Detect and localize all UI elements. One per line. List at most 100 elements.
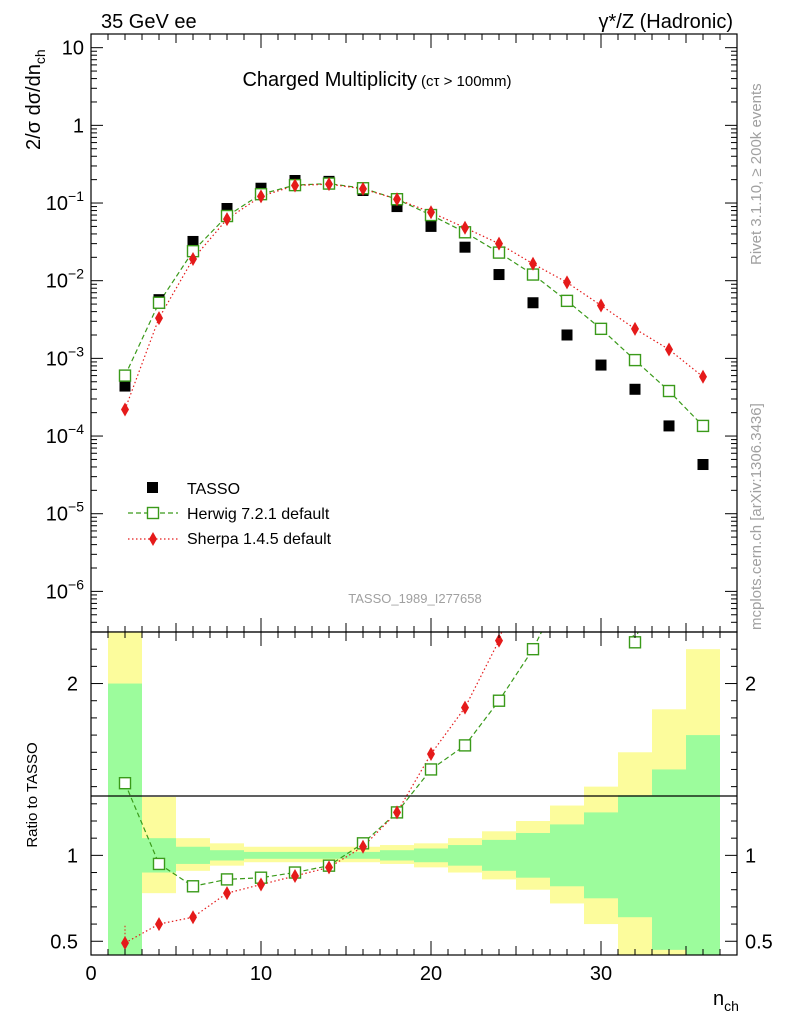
side-label-mcplots: mcplots.cern.ch [arXiv:1306.3436] [748,403,765,630]
header-final-state: γ*/Z (Hadronic) [599,11,733,33]
herwig-point [696,419,710,433]
ratio-band-inner [346,851,380,859]
x-ticks: 0 10 20 30 [85,34,721,985]
ratio-band-inner [652,769,686,950]
ratio-y-tick-label-left: 0.5 [50,931,78,953]
legend-label-herwig: Herwig 7.2.1 default [187,506,330,523]
tasso-point [561,329,573,341]
ratio-y-axis-label: Ratio to TASSO [24,742,41,847]
main-series [124,182,704,427]
sherpa-point [461,220,469,235]
sherpa-point [325,177,333,192]
sherpa-point [291,178,299,193]
sherpa-point [427,205,435,220]
tasso-point [425,220,437,232]
main-y-tick-label: 10−3 [46,343,84,370]
ratio-band-inner [380,850,414,861]
herwig-point [560,294,574,308]
legend: TASSO Herwig 7.2.1 default Sherpa 1.4.5 … [128,481,332,548]
herwig-ratio-line [124,632,639,887]
tasso-point [391,201,403,213]
main-y-tick-label: 10−4 [46,421,84,448]
herwig-ratio-point [628,636,642,649]
ratio-band-inner [108,683,142,955]
plot-title: Charged Multiplicity [242,69,417,91]
ratio-band-inner [278,851,312,859]
sherpa-point [155,311,163,326]
legend-label-tasso: TASSO [187,481,240,498]
plot-title-suffix: (cτ > 100mm) [421,73,512,90]
tasso-point [697,459,709,471]
tasso-point [187,235,199,247]
analysis-tag: TASSO_1989_I277658 [348,591,481,606]
ratio-band-inner [414,848,448,863]
main-y-tick-label: 10−2 [46,266,84,293]
herwig-ratio-point [664,523,675,534]
herwig-point [662,384,676,398]
sherpa-ratio-point [393,805,401,820]
legend-label-sherpa: Sherpa 1.4.5 default [187,531,332,548]
herwig-ratio-point [596,506,607,517]
tasso-point [119,380,131,392]
sherpa-point [631,321,639,336]
herwig-point [152,296,166,309]
tasso-point [663,420,675,432]
herwig-ratio-point [458,739,472,752]
ratio-series [124,632,639,944]
tasso-point [629,383,641,395]
sherpa-ratio-point [597,161,605,175]
herwig-ratio-point [220,873,234,886]
sherpa-ratio-point [529,522,537,536]
sherpa-ratio-point [631,0,639,3]
herwig-ratio-point [186,880,200,893]
legend-marker-herwig [146,506,160,520]
main-y-axis-label: 2/σ dσ/dnch [23,49,48,150]
ratio-band-inner [550,824,584,887]
sherpa-ratio-point [359,839,367,854]
main-y-ticks: 10−6 10−5 10−4 10−3 10−2 10−1 1 10 [46,38,737,633]
ratio-band-inner [244,851,278,859]
sherpa-point [359,181,367,196]
ratio-y-tick-label-right: 0.5 [745,931,773,953]
ratio-band-inner [618,795,652,918]
main-y-tick-label: 10−6 [46,576,84,603]
ratio-y-ticks: 0.5 0.5 1 1 2 2 [50,648,773,953]
sherpa-point [563,275,571,290]
sherpa-point [189,252,197,267]
sherpa-ratio-point [291,868,299,883]
sherpa-ratio-point [495,633,503,648]
sherpa-point [257,189,265,204]
ratio-uncertainty-bands [108,632,720,955]
tasso-point [595,359,607,371]
sherpa-ratio-point [223,886,231,901]
sherpa-point [597,298,605,313]
herwig-ratio-point [492,694,506,707]
ratio-frame [90,631,738,956]
sherpa-point [393,192,401,207]
herwig-ratio-point [424,763,438,776]
herwig-point [594,322,608,336]
main-panel: Charged Multiplicity (cτ > 100mm) TASSO_… [23,33,738,633]
ratio-band-inner [482,839,516,871]
x-tick-label: 20 [420,963,442,985]
main-y-tick-label: 1 [73,115,84,137]
sherpa-point [223,212,231,227]
ratio-band-inner [584,812,618,899]
ratio-panel: 0.5 0.5 1 1 2 2 0 10 20 30 Ratio to TASSO nch [24,0,773,1014]
sherpa-point [495,236,503,251]
header-process: 35 GeV ee [101,11,197,33]
main-y-tick-label: 10−5 [46,499,84,526]
sherpa-ratio-point [189,910,197,925]
sherpa-point [121,402,129,417]
ratio-band-inner [686,735,720,955]
tasso-point [221,203,233,215]
herwig-ratio-point [118,776,132,790]
main-y-tick-label: 10−1 [46,188,84,215]
herwig-line [124,182,704,427]
ratio-y-tick-label-right: 1 [745,845,756,867]
main-points [118,174,710,471]
herwig-ratio-point [562,575,573,586]
legend-marker-sherpa [149,532,157,546]
ratio-points [118,0,675,955]
